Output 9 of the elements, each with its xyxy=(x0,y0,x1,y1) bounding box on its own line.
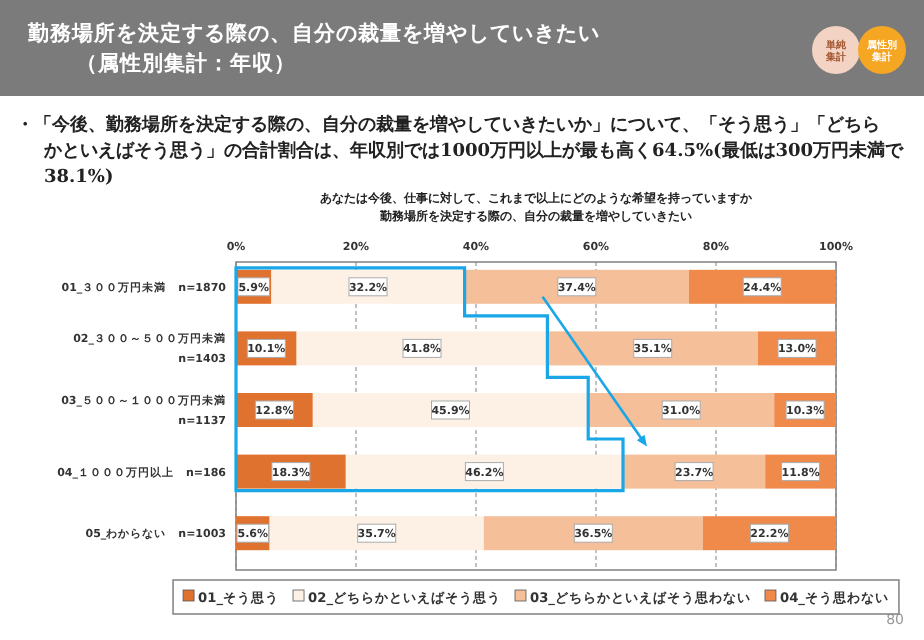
bar xyxy=(345,454,623,489)
chart-subtitle: ・「今後、勤務場所を決定する際の、自分の裁量を増やしていきたいか」について、「そう思う」「どちらかといえばそう思う」の合計割合は、年収別では1000万円以上が最も高く64.5%(最低は300万円未満で38.1%) xyxy=(16,112,906,188)
bar xyxy=(464,269,689,304)
bar xyxy=(271,269,465,304)
bar xyxy=(312,393,589,427)
chart-title: 勤務場所を決定する際の、自分の裁量を増やしていきたい（属性別集計：年収） xyxy=(26,20,600,76)
bar xyxy=(296,331,548,366)
bar xyxy=(269,516,484,551)
bar xyxy=(483,516,703,551)
